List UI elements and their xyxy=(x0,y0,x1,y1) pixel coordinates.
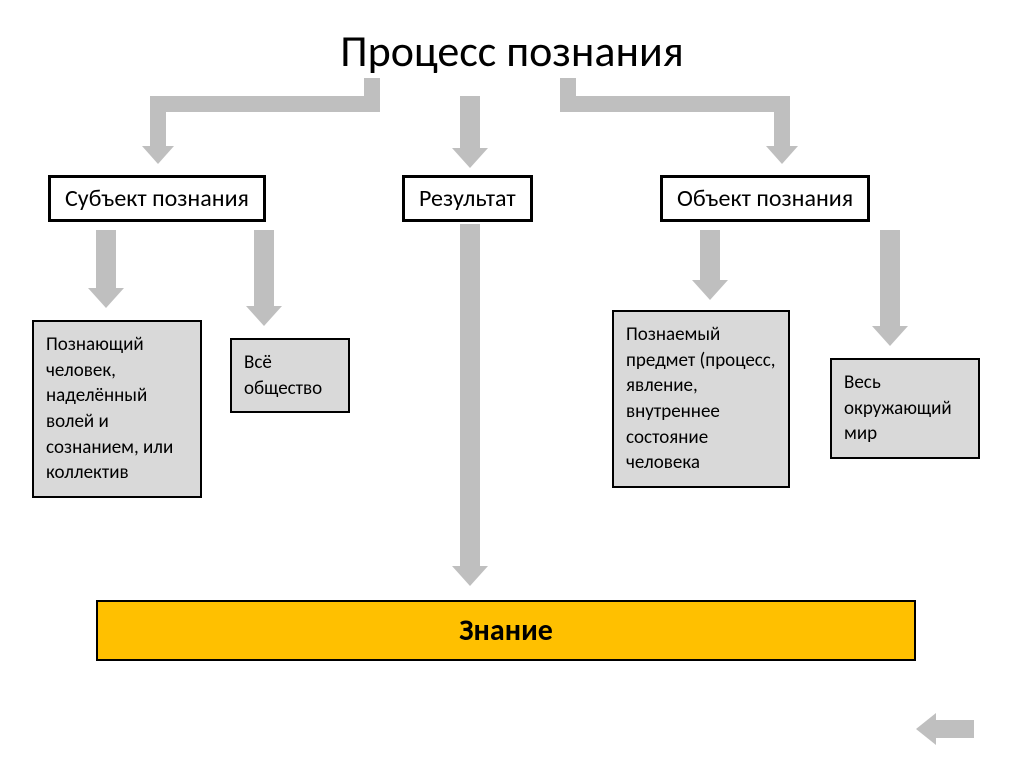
detail-subject-society-text: Всё общество xyxy=(244,351,322,400)
category-subject: Субъект познания xyxy=(48,175,266,222)
arrow-elbow-left xyxy=(120,96,380,168)
arrow-object-to-world xyxy=(880,230,900,328)
detail-object-world: Весь окружающий мир xyxy=(830,358,980,459)
arrow-elbow-right xyxy=(560,96,820,168)
result-knowledge-label: Знание xyxy=(459,612,553,649)
detail-subject-person-text: Познающий человек, наделённый волей и со… xyxy=(46,333,173,484)
category-object: Объект познания xyxy=(660,175,870,222)
arrow-subject-to-person xyxy=(96,230,116,290)
arrow-result-to-knowledge xyxy=(460,224,480,568)
category-subject-label: Субъект познания xyxy=(65,184,249,213)
category-result: Результат xyxy=(402,175,533,222)
detail-object-item: Познаемый предмет (процесс, явление, вну… xyxy=(612,310,790,488)
arrow-object-to-item xyxy=(700,230,720,282)
arrow-center-down xyxy=(460,96,480,150)
diagram-title: Процесс познания xyxy=(0,24,1024,78)
nav-prev-icon[interactable] xyxy=(934,720,974,738)
detail-subject-person: Познающий человек, наделённый волей и со… xyxy=(32,320,202,498)
detail-object-world-text: Весь окружающий мир xyxy=(844,371,952,445)
detail-object-item-text: Познаемый предмет (процесс, явление, вну… xyxy=(626,323,775,474)
arrow-subject-to-society xyxy=(254,230,274,308)
category-object-label: Объект познания xyxy=(677,184,853,213)
result-knowledge: Знание xyxy=(96,600,916,661)
category-result-label: Результат xyxy=(419,184,516,213)
detail-subject-society: Всё общество xyxy=(230,338,350,413)
